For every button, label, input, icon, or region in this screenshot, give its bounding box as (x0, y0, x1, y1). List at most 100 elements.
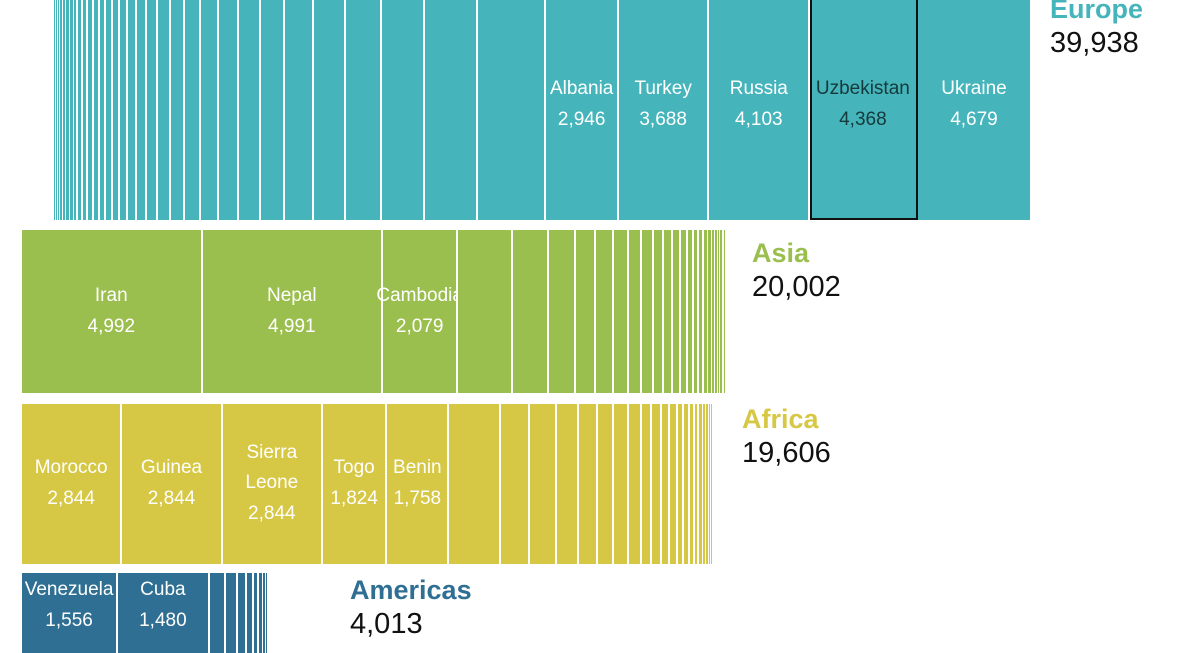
segment-unlabeled (720, 230, 723, 393)
segment-value: 2,079 (395, 315, 444, 337)
group-name: Africa (742, 404, 819, 434)
segment-name: Albania (549, 78, 614, 99)
segment-name: Guinea (140, 457, 203, 478)
segment-unlabeled (78, 0, 83, 220)
segment-unlabeled (576, 230, 597, 393)
segment-unlabeled (641, 404, 653, 564)
group-label-europe: Europe 39,938 (1050, 0, 1143, 60)
segment-value: 2,844 (248, 503, 296, 524)
segment-unlabeled (702, 404, 706, 564)
segment-albania: Albania 2,946 (546, 0, 619, 220)
segment-unlabeled (55, 0, 58, 220)
segment-unlabeled (664, 230, 674, 393)
segment-unlabeled (267, 573, 269, 653)
segment-unlabeled (478, 0, 547, 220)
segment-unlabeled (66, 0, 70, 220)
segment-unlabeled (662, 404, 671, 564)
segment-name: Uzbekistan (815, 78, 910, 99)
segment-sierra-leone: Sierra Leone 2,844 (222, 404, 323, 564)
segment-unlabeled (128, 0, 138, 220)
segment-unlabeled (51, 0, 52, 220)
segment-cuba: Cuba 1,480 (118, 573, 210, 653)
segment-unlabeled (596, 230, 614, 393)
segment-name: Benin (393, 457, 442, 478)
bar-africa: Morocco 2,844 Guinea 2,844 Sierra Leone 2,844… (22, 404, 715, 564)
segment-togo: Togo 1,824 (322, 404, 388, 564)
segment-unlabeled (88, 0, 94, 220)
group-total: 20,002 (752, 271, 841, 303)
segment-value: 1,824 (330, 488, 378, 509)
segment-unlabeled (677, 404, 685, 564)
segment-nepal: Nepal 4,991 (202, 230, 384, 393)
segment-unlabeled (120, 0, 129, 220)
segment-turkey: Turkey 3,688 (618, 0, 710, 220)
segment-value: 4,992 (87, 315, 136, 337)
segment-name: Iran (94, 284, 128, 306)
segment-unlabeled (259, 573, 263, 653)
group-total: 19,606 (742, 437, 831, 469)
segment-unlabeled (628, 404, 642, 564)
segment-unlabeled (52, 0, 53, 220)
segment-unlabeled (713, 404, 715, 564)
segment-name: Ukraine (941, 78, 1007, 99)
segment-value: 4,103 (735, 109, 783, 130)
segment-unlabeled (265, 573, 268, 653)
segment-unlabeled (725, 230, 727, 393)
segment-unlabeled (225, 573, 239, 653)
segment-ukraine: Ukraine 4,679 (917, 0, 1033, 220)
segment-benin: Benin 1,758 (387, 404, 450, 564)
segment-unlabeled (578, 404, 598, 564)
segment-unlabeled (680, 230, 688, 393)
segment-value: 1,758 (393, 488, 442, 509)
segment-unlabeled (73, 0, 79, 220)
segment-unlabeled (201, 0, 220, 220)
segment-unlabeled (63, 0, 67, 220)
group-label-africa: Africa 19,606 (742, 402, 831, 470)
group-total: 39,938 (1050, 27, 1139, 59)
segment-unlabeled (530, 404, 557, 564)
group-label-americas: Americas 4,013 (350, 573, 472, 641)
segment-unlabeled (60, 0, 64, 220)
segment-value: 2,946 (557, 109, 606, 130)
segment-name: Cambodia (376, 284, 463, 306)
segment-uzbekistan: Uzbekistan 4,368 (810, 0, 918, 220)
segment-unlabeled (238, 573, 248, 653)
segment-unlabeled (708, 404, 711, 564)
segment-unlabeled (69, 0, 74, 220)
segment-unlabeled (699, 404, 703, 564)
segment-value: 2,844 (47, 488, 95, 509)
segment-unlabeled (642, 230, 654, 393)
segment-unlabeled (285, 0, 314, 220)
segment-unlabeled (171, 0, 186, 220)
segment-unlabeled (689, 404, 695, 564)
segment-unlabeled (425, 0, 479, 220)
segment-unlabeled (313, 0, 346, 220)
segment-name: Russia (729, 78, 788, 99)
bar-europe: Albania 2,946 Turkey 3,688 Russia 4,103 Uzbeki… (50, 0, 1033, 220)
segment-value: 4,679 (950, 109, 998, 130)
segment-unlabeled (247, 573, 255, 653)
group-name: Americas (350, 575, 472, 605)
segment-unlabeled (556, 404, 579, 564)
segment-venezuela: Venezuela 1,556 (22, 573, 119, 653)
segment-unlabeled (673, 230, 681, 393)
segment-name: Turkey (634, 78, 692, 99)
segment-unlabeled (711, 230, 715, 393)
segment-name: Cuba (140, 579, 186, 600)
segment-unlabeled (699, 230, 705, 393)
bar-asia: Iran 4,992 Nepal 4,991 Cambodia 2,079 (22, 230, 727, 393)
segment-unlabeled (687, 230, 694, 393)
segment-unlabeled (613, 230, 629, 393)
segment-cambodia: Cambodia 2,079 (376, 230, 463, 393)
segment-unlabeled (708, 230, 712, 393)
segment-name: Togo (333, 457, 375, 478)
segment-unlabeled (458, 230, 513, 393)
segment-unlabeled (50, 0, 51, 220)
segment-unlabeled (254, 573, 260, 653)
segment-unlabeled (382, 0, 426, 220)
group-total: 4,013 (350, 608, 423, 640)
segment-value: 2,844 (147, 488, 196, 509)
segment-unlabeled (694, 404, 699, 564)
segment-unlabeled (705, 404, 709, 564)
segment-value: 1,556 (45, 610, 93, 631)
